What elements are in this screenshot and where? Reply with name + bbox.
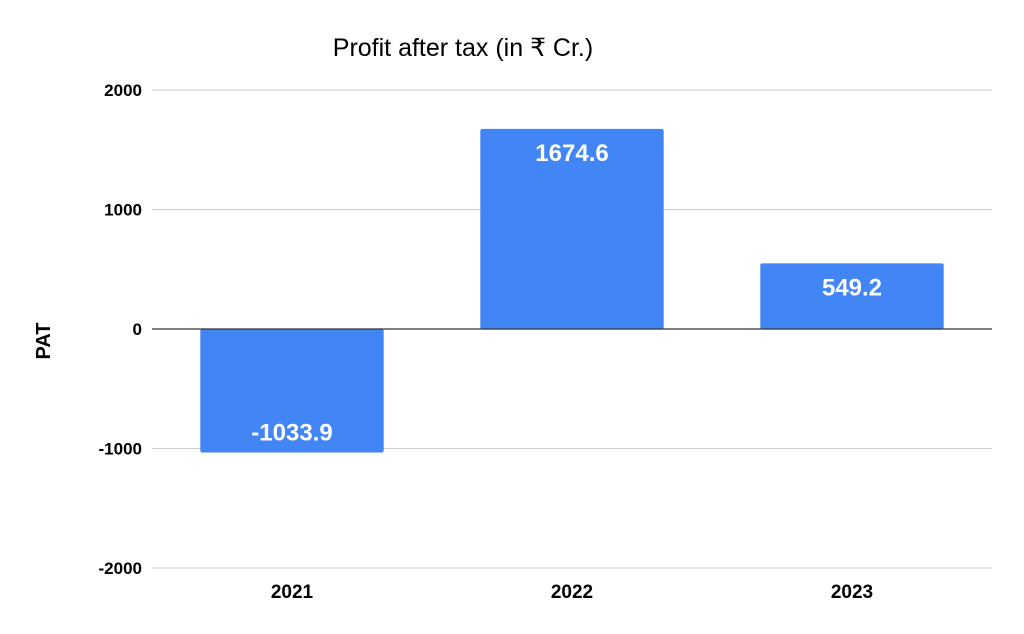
data-labels: -1033.9 1674.6 549.2 [251, 140, 882, 447]
bars [200, 128, 944, 453]
x-axis-ticks: 2021 2022 2023 [271, 582, 873, 603]
x-tick-label: 2022 [551, 582, 593, 603]
y-tick-label: 0 [133, 320, 142, 339]
bar-2021 [200, 329, 384, 453]
bar-2023 [760, 263, 944, 329]
y-tick-label: -1000 [99, 440, 142, 459]
y-axis-label: PAT [33, 322, 55, 359]
y-tick-label: -2000 [99, 559, 142, 578]
data-label: 1674.6 [535, 140, 608, 167]
x-tick-label: 2023 [831, 582, 873, 603]
chart-title: Profit after tax (in ₹ Cr.) [333, 34, 593, 62]
bar-2022 [480, 128, 664, 329]
y-tick-label: 2000 [104, 81, 142, 100]
y-axis-ticks: 2000 1000 0 -1000 -2000 [99, 81, 142, 578]
x-tick-label: 2021 [271, 582, 314, 603]
y-tick-label: 1000 [104, 201, 142, 220]
data-label: 549.2 [822, 274, 882, 301]
data-label: -1033.9 [251, 420, 332, 447]
